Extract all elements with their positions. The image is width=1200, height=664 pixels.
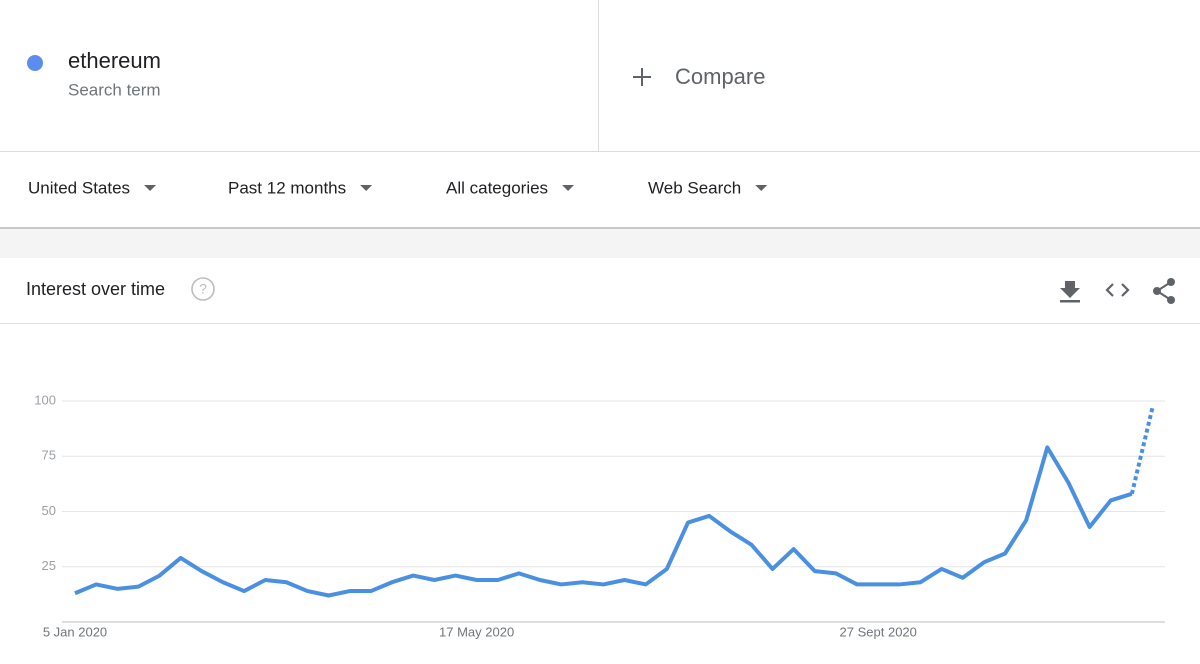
filter-label: Web Search	[648, 178, 741, 197]
filter-label: United States	[28, 178, 130, 197]
dropdown-arrow	[360, 185, 373, 191]
partial-line	[1129, 404, 1155, 495]
dropdown-arrow	[144, 185, 157, 191]
compare-button[interactable]: Compare	[633, 64, 765, 89]
download-icon[interactable]	[1060, 281, 1080, 303]
trend-line	[74, 445, 1133, 598]
term-sublabel: Search term	[68, 80, 161, 99]
filter-dropdown[interactable]: Past 12 months	[228, 178, 373, 197]
filter-dropdown[interactable]: Web Search	[648, 178, 768, 197]
embed-icon[interactable]	[1105, 283, 1130, 297]
y-tick-label: 50	[42, 503, 56, 518]
y-tick-label: 100	[34, 392, 56, 407]
dropdown-arrow	[755, 185, 768, 191]
term-label[interactable]: ethereum	[68, 48, 161, 73]
term-dot	[27, 55, 43, 71]
filter-label: All categories	[446, 178, 548, 197]
y-tick-label: 75	[42, 448, 56, 463]
x-tick-label: 27 Sept 2020	[840, 624, 917, 639]
y-tick-label: 25	[42, 558, 56, 573]
dropdown-arrow	[562, 185, 575, 191]
share-icon[interactable]	[1153, 278, 1175, 304]
compare-label[interactable]: Compare	[675, 64, 765, 89]
filter-label: Past 12 months	[228, 178, 346, 197]
gap-band	[0, 229, 1200, 258]
x-tick-label: 5 Jan 2020	[43, 624, 107, 639]
card-title: Interest over time	[26, 279, 165, 299]
plus-icon	[633, 68, 651, 86]
help-icon[interactable]: ?	[191, 277, 215, 301]
filter-dropdown[interactable]: United States	[28, 178, 157, 197]
svg-text:?: ?	[199, 281, 207, 297]
filter-dropdown[interactable]: All categories	[446, 178, 575, 197]
x-tick-label: 17 May 2020	[439, 624, 514, 639]
shadow	[0, 227, 1200, 229]
